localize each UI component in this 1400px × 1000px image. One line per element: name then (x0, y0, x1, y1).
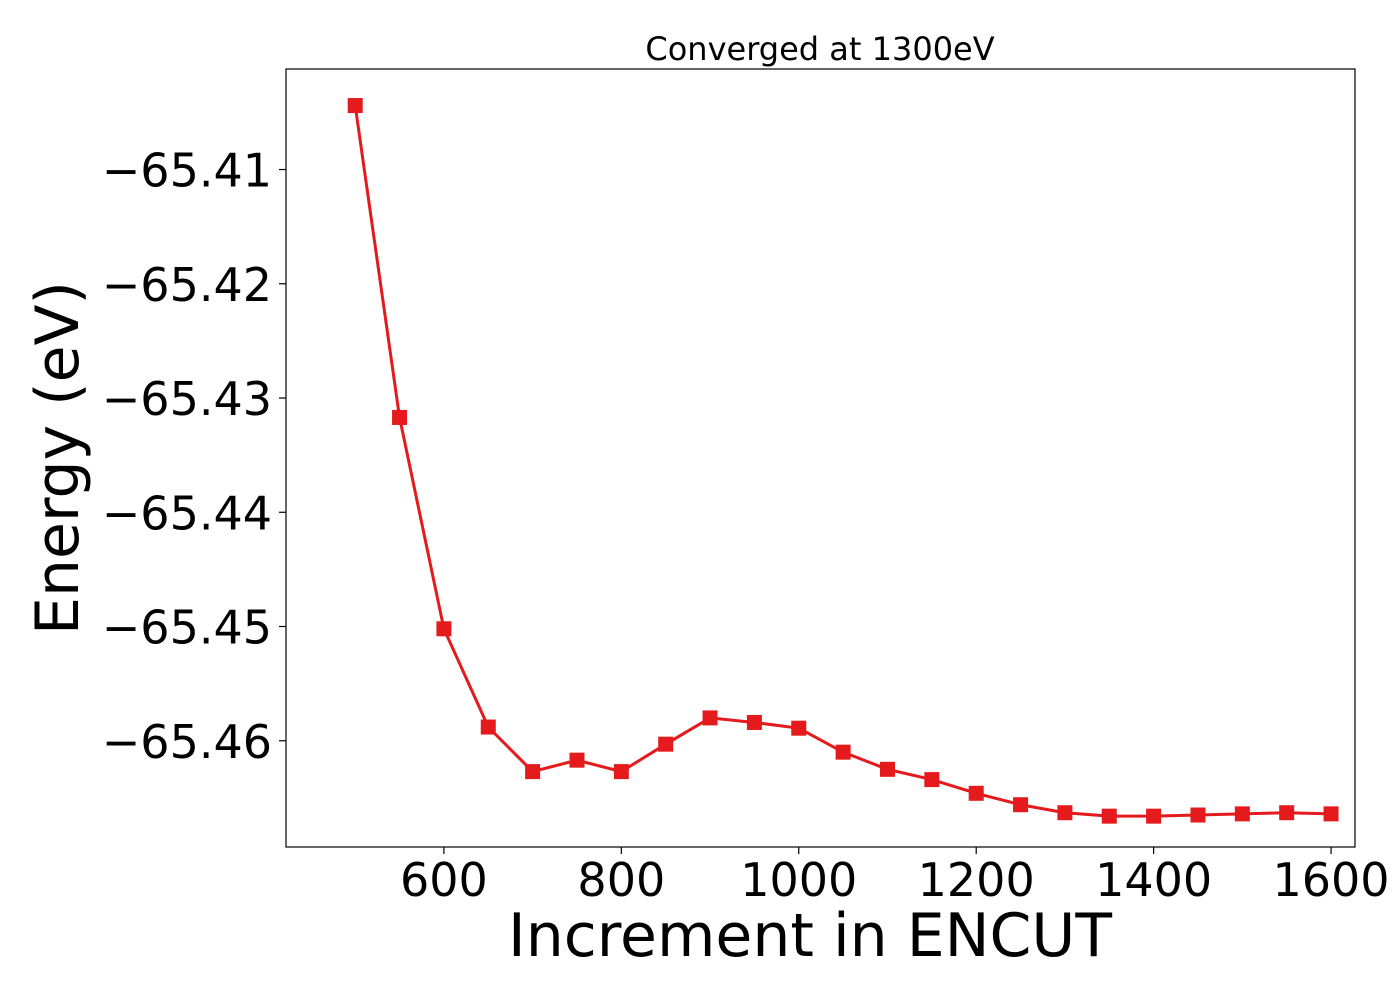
data-point-marker (1279, 805, 1295, 821)
data-point-marker (436, 621, 452, 637)
data-point-marker (613, 764, 629, 780)
data-point-marker (1190, 807, 1206, 823)
data-point-marker (835, 744, 851, 760)
data-point-marker (347, 98, 363, 114)
data-point-marker (1013, 797, 1029, 813)
data-point-marker (392, 409, 408, 425)
data-point-marker (924, 772, 940, 788)
x-tick-label: 1200 (918, 853, 1035, 907)
data-point-marker (1146, 808, 1162, 824)
data-point-marker (525, 764, 541, 780)
chart-title: Converged at 1300eV (645, 30, 994, 68)
data-point-marker (1234, 806, 1250, 822)
y-tick-label: −65.44 (102, 486, 272, 540)
y-tick-label: −65.42 (102, 258, 272, 312)
y-axis-label: Energy (eV) (23, 281, 93, 635)
y-tick-label: −65.46 (102, 715, 272, 769)
y-axis-ticks: −65.41 −65.42 −65.43 −65.44 −65.45 −65.46 (102, 144, 286, 769)
data-point-marker (1323, 806, 1339, 822)
plot-series (347, 98, 1339, 824)
x-tick-label: 800 (577, 853, 665, 907)
data-point-marker (702, 710, 718, 726)
x-tick-label: 600 (400, 853, 488, 907)
data-point-marker (569, 752, 585, 768)
data-point-marker (791, 720, 807, 736)
data-point-marker (746, 714, 762, 730)
x-axis-ticks: 600 800 1000 1200 1400 1600 (400, 847, 1390, 907)
data-point-marker (1057, 805, 1073, 821)
x-axis-label: Increment in ENCUT (508, 901, 1112, 971)
data-point-marker (879, 761, 895, 777)
data-point-marker (658, 736, 674, 752)
y-tick-label: −65.41 (102, 144, 272, 198)
x-tick-label: 1400 (1095, 853, 1212, 907)
x-tick-label: 1000 (740, 853, 857, 907)
series-line (353, 105, 1332, 818)
x-tick-label: 1600 (1273, 853, 1390, 907)
data-point-marker (968, 785, 984, 801)
data-point-marker (480, 719, 496, 735)
data-point-marker (1101, 808, 1117, 824)
y-tick-label: −65.43 (102, 372, 272, 426)
plot-frame (285, 68, 1356, 848)
y-tick-label: −65.45 (102, 601, 272, 655)
